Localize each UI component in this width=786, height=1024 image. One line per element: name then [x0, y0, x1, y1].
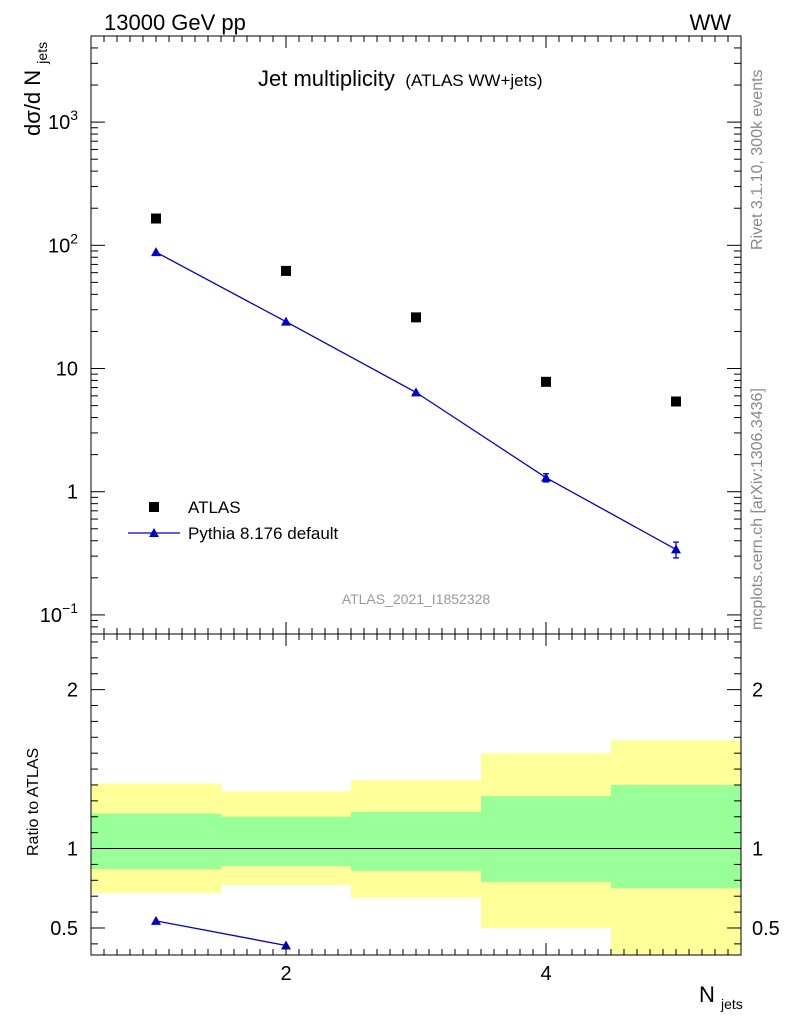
- chart-title-sub: (ATLAS WW+jets): [405, 71, 542, 90]
- legend-atlas-marker: [149, 502, 159, 512]
- ratio-y-axis-label: Ratio to ATLAS: [25, 748, 42, 856]
- main-y-tick-label-5: 103: [48, 107, 78, 134]
- pythia-point-2: [281, 316, 291, 326]
- ratio-y-tick-label-right-3: 2: [752, 680, 763, 702]
- x-axis-label-sub: jets: [720, 996, 743, 1012]
- ratio-series-line-1: [155, 920, 287, 947]
- main-y-axis-label-text: dσ/d N: [20, 70, 45, 136]
- pythia-point-1: [151, 247, 161, 257]
- ratio-inner-band-3: [351, 811, 481, 871]
- legend-pythia-label: Pythia 8.176 default: [188, 524, 339, 543]
- ratio-inner-band-4: [481, 796, 611, 882]
- main-y-axis-label-sub: jets: [34, 42, 50, 65]
- energy-label: 13000 GeV pp: [104, 10, 246, 35]
- main-y-tick-label-3: 10: [56, 359, 78, 381]
- ratio-inner-band-2: [221, 816, 351, 867]
- atlas-point-2: [281, 265, 291, 276]
- atlas-point-1: [151, 213, 161, 224]
- analysis-label: ATLAS_2021_I1852328: [342, 591, 491, 607]
- main-y-tick-label-base: 10: [40, 605, 62, 627]
- ratio-inner-band-1: [91, 813, 221, 870]
- pythia-point-4: [541, 472, 551, 482]
- ratio-y-tick-label-left-1: 0.5: [50, 918, 78, 940]
- ratio-y-tick-label-left-2: 1: [67, 839, 78, 861]
- x-axis-label-text: N: [699, 982, 715, 1007]
- ratio-y-tick-label-right-2: 1: [752, 839, 763, 861]
- x-axis-label: N jets: [699, 982, 743, 1012]
- main-y-tick-label-base: 10: [56, 359, 78, 381]
- ratio-point-1: [151, 915, 161, 925]
- atlas-point-4: [541, 376, 551, 387]
- x-tick-label-2: 4: [540, 963, 551, 985]
- legend-pythia-marker: [149, 528, 159, 537]
- pythia-point-5: [671, 544, 681, 554]
- main-y-tick-label-base: 1: [67, 482, 78, 504]
- atlas-point-5: [671, 396, 681, 407]
- main-y-tick-label-4: 102: [48, 230, 78, 257]
- main-frame: [90, 35, 742, 635]
- main-y-tick-label-exp: −1: [62, 600, 78, 616]
- rivet-version-label: Rivet 3.1.10, 300k events: [749, 69, 766, 250]
- main-y-tick-label-2: 1: [67, 482, 78, 504]
- legend-atlas-label: ATLAS: [188, 498, 241, 517]
- mcplots-label: mcplots.cern.ch [arXiv:1306.3436]: [749, 388, 766, 630]
- main-y-tick-label-base: 10: [48, 235, 70, 257]
- pythia-point-3: [411, 387, 421, 397]
- ratio-y-tick-label-right-1: 0.5: [752, 918, 780, 940]
- main-y-tick-label-base: 10: [48, 112, 70, 134]
- main-y-tick-label-exp: 2: [70, 230, 78, 246]
- main-y-axis-label: dσ/d N jets: [20, 42, 50, 136]
- main-y-tick-label-exp: 3: [70, 107, 78, 123]
- ratio-panel: 2 4 0.5 0.5 1 1 2 2: [50, 633, 780, 985]
- chart-title: Jet multiplicity (ATLAS WW+jets): [258, 66, 543, 91]
- x-tick-label-1: 2: [280, 963, 291, 985]
- atlas-point-3: [411, 312, 421, 323]
- main-y-tick-label-1: 10−1: [40, 600, 78, 627]
- ratio-inner-band-5: [611, 784, 741, 889]
- ratio-y-tick-label-left-3: 2: [67, 680, 78, 702]
- chart-title-main: Jet multiplicity: [258, 66, 395, 91]
- process-label: WW: [689, 10, 731, 35]
